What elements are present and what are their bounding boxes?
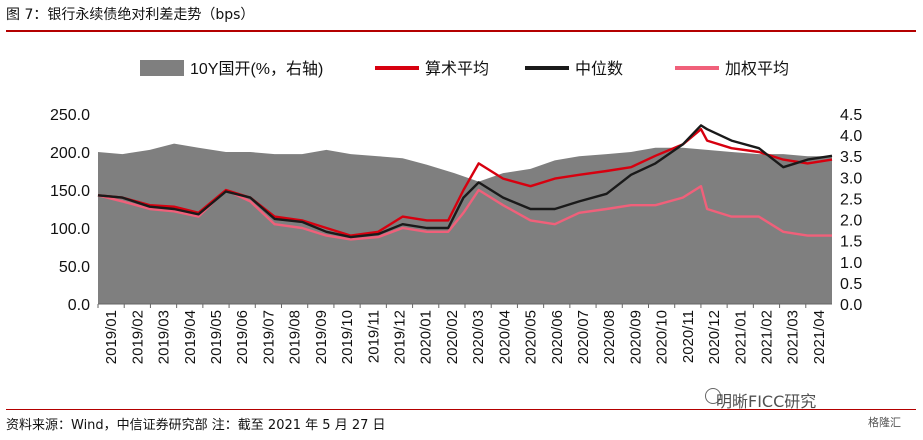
y-right-tick-label: 3.0 bbox=[840, 170, 862, 187]
x-tick-label: 2020/03 bbox=[470, 310, 487, 364]
y-right-tick-label: 3.5 bbox=[840, 149, 862, 166]
x-tick-label: 2019/04 bbox=[182, 310, 199, 364]
y-left-tick-label: 50.0 bbox=[59, 259, 90, 276]
x-tick-label: 2020/09 bbox=[627, 310, 644, 364]
legend-label: 算术平均 bbox=[425, 59, 489, 78]
lines-layer bbox=[97, 124, 833, 241]
area-series-10y bbox=[98, 143, 832, 304]
legend-label: 中位数 bbox=[575, 60, 623, 78]
y-right-tick-label: 4.0 bbox=[840, 128, 862, 145]
x-tick-label: 2021/01 bbox=[732, 310, 749, 364]
axes-layer: 0.0 50.0 100.0 150.0 200.0 250.0 0.0 0.5 1.0 1.5 2… bbox=[50, 107, 862, 364]
x-tick-label: 2019/12 bbox=[392, 310, 409, 364]
y-right-tick-label: 0.0 bbox=[840, 297, 862, 314]
line-series-算术平均 bbox=[97, 127, 833, 237]
spread-chart: 10Y国开(%，右轴) 算术平均 中位数 加权平均 0.0 50.0 100.0 150.0… bbox=[50, 59, 862, 364]
chart-legend: 10Y国开(%，右轴) 算术平均 中位数 加权平均 bbox=[140, 59, 789, 78]
y-left-tick-label: 250.0 bbox=[50, 107, 90, 124]
x-tick-label: 2020/04 bbox=[496, 310, 513, 364]
x-tick-label: 2019/01 bbox=[103, 310, 120, 364]
x-tick-label: 2020/08 bbox=[601, 310, 618, 364]
y-right-tick-label: 2.5 bbox=[840, 191, 862, 208]
x-tick-label: 2019/11 bbox=[365, 310, 382, 363]
y-left-tick-label: 200.0 bbox=[50, 145, 90, 162]
x-tick-label: 2021/02 bbox=[759, 310, 776, 364]
y-right-tick-label: 2.0 bbox=[840, 213, 862, 230]
x-tick-label: 2021/04 bbox=[811, 310, 828, 364]
x-tick-label: 2019/05 bbox=[208, 310, 225, 364]
legend-label: 10Y国开(%，右轴) bbox=[190, 60, 323, 78]
y-right-tick-label: 1.5 bbox=[840, 234, 862, 251]
x-tick-label: 2019/09 bbox=[313, 310, 330, 364]
watermark-small: 格隆汇 bbox=[868, 416, 901, 429]
line-series-中位数 bbox=[97, 124, 833, 239]
y-left-tick-label: 100.0 bbox=[50, 221, 90, 238]
wechat-icon bbox=[705, 388, 721, 404]
x-tick-label: 2021/03 bbox=[785, 310, 802, 364]
footer-divider bbox=[6, 409, 916, 410]
x-tick-label: 2020/07 bbox=[575, 310, 592, 364]
x-tick-label: 2019/03 bbox=[156, 310, 173, 364]
x-tick-label: 2020/10 bbox=[654, 310, 671, 364]
x-tick-label: 2020/01 bbox=[418, 310, 435, 364]
legend-swatch-area bbox=[140, 60, 184, 76]
x-tick-label: 2019/07 bbox=[260, 310, 277, 364]
x-tick-label: 2020/12 bbox=[706, 310, 723, 364]
area-layer bbox=[98, 143, 832, 304]
figure-title: 图 7：银行永续债绝对利差走势（bps） bbox=[6, 7, 255, 23]
watermark: 明晰FICC研究 bbox=[716, 392, 817, 411]
source-note: 资料来源：Wind，中信证券研究部 注：截至 2021 年 5 月 27 日 bbox=[6, 418, 386, 433]
x-tick-label: 2019/08 bbox=[287, 310, 304, 364]
x-tick-label: 2020/02 bbox=[444, 310, 461, 364]
title-divider bbox=[6, 30, 916, 32]
x-tick-label: 2020/11 bbox=[680, 310, 697, 363]
y-right-tick-label: 4.5 bbox=[840, 107, 862, 124]
x-tick-label: 2020/05 bbox=[523, 310, 540, 364]
y-right-tick-label: 0.5 bbox=[840, 276, 862, 293]
x-tick-label: 2019/06 bbox=[234, 310, 251, 364]
y-left-tick-label: 0.0 bbox=[68, 297, 90, 314]
y-right-tick-label: 1.0 bbox=[840, 255, 862, 272]
x-tick-label: 2019/02 bbox=[129, 310, 146, 364]
x-tick-label: 2019/10 bbox=[339, 310, 356, 364]
x-tick-label: 2020/06 bbox=[549, 310, 566, 364]
legend-label: 加权平均 bbox=[725, 60, 789, 78]
y-left-tick-label: 150.0 bbox=[50, 183, 90, 200]
